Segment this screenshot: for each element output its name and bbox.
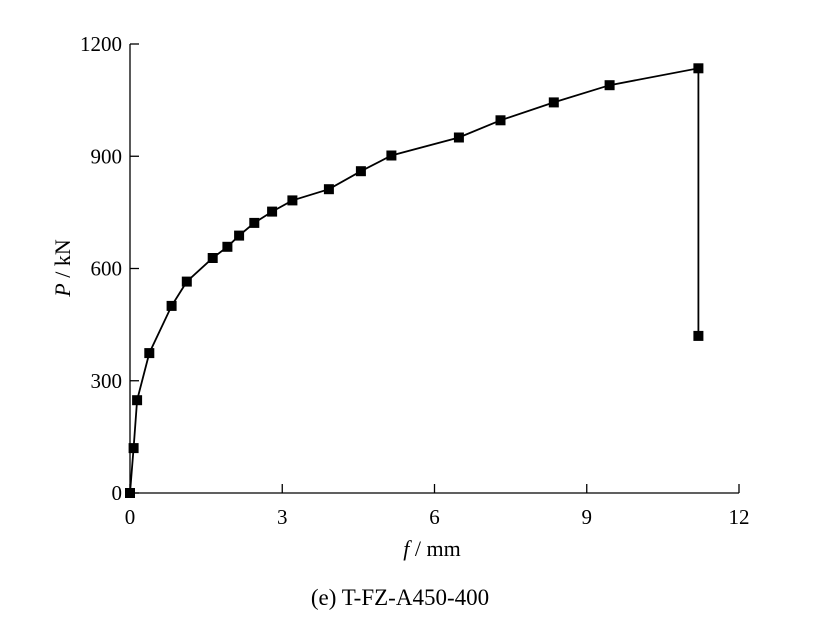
x-axis-label: f / mm: [403, 536, 460, 561]
y-axis-label-var: P: [50, 283, 75, 297]
data-point: [166, 300, 177, 311]
data-point: [287, 195, 298, 206]
data-point: [355, 166, 366, 177]
x-axis-label-unit: / mm: [409, 536, 460, 561]
x-tick-label: 12: [729, 505, 750, 529]
y-axis-label: P / kN: [50, 239, 75, 298]
data-point: [234, 230, 245, 241]
data-point: [128, 443, 139, 454]
series-line: [129, 67, 700, 494]
x-tick-label: 6: [429, 505, 440, 529]
data-point: [132, 395, 143, 406]
data-point: [323, 184, 334, 195]
plot-area: [125, 63, 704, 498]
y-axis: 0 300 600 900 1200: [80, 32, 139, 505]
data-point: [386, 150, 397, 161]
data-point: [604, 80, 615, 91]
x-tick-label: 0: [125, 505, 136, 529]
data-point: [249, 217, 260, 228]
data-point: [222, 241, 233, 252]
x-axis: 0 3 6 9 12: [125, 484, 750, 529]
data-point: [693, 330, 704, 341]
data-point: [548, 97, 559, 108]
data-point: [267, 206, 278, 217]
y-tick-label: 300: [91, 369, 123, 393]
y-tick-label: 600: [91, 257, 123, 281]
data-point: [125, 488, 135, 498]
y-tick-labels: 0 300 600 900 1200: [80, 32, 122, 505]
figure-caption: (e) T-FZ-A450-400: [311, 585, 489, 610]
data-point: [693, 63, 704, 74]
data-point: [144, 348, 155, 359]
x-tick-labels: 0 3 6 9 12: [125, 505, 750, 529]
y-axis-label-unit: / kN: [50, 239, 75, 283]
data-point: [453, 132, 464, 143]
data-point: [495, 115, 506, 126]
x-tick-label: 3: [277, 505, 288, 529]
y-tick-label: 900: [91, 144, 123, 168]
x-ticks: [129, 484, 740, 493]
x-tick-label: 9: [582, 505, 593, 529]
y-tick-label: 1200: [80, 32, 122, 56]
data-point: [181, 276, 192, 287]
y-tick-label: 0: [112, 481, 123, 505]
x-axis-label-var: f: [403, 536, 412, 561]
data-point: [207, 253, 218, 263]
